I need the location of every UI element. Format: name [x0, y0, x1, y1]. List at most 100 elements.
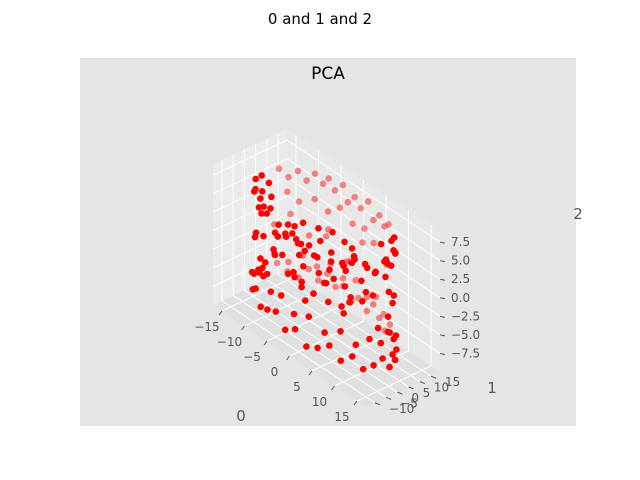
z-tick-mark [439, 334, 446, 337]
data-point [363, 307, 371, 315]
data-point [385, 288, 393, 296]
data-point [359, 365, 367, 373]
data-point [314, 344, 321, 352]
x-tick-label: −15 [194, 320, 219, 334]
data-point [268, 193, 275, 201]
data-point [291, 273, 298, 281]
data-point [305, 232, 313, 239]
data-point [369, 301, 377, 308]
data-point [291, 223, 298, 230]
data-point [392, 332, 400, 339]
grid-line-x [311, 195, 387, 372]
data-point [315, 225, 322, 232]
y-tick-mark [374, 402, 381, 406]
data-point [295, 198, 303, 205]
data-point [328, 249, 335, 256]
data-point [252, 285, 259, 292]
data-point [339, 275, 347, 282]
data-point [341, 238, 348, 246]
tick-marks [218, 241, 446, 406]
z-tick-mark [439, 352, 446, 355]
grid-line-y [221, 159, 376, 404]
data-point [310, 290, 317, 297]
data-point [311, 195, 319, 203]
data-point [305, 242, 313, 249]
z-tick-label: −5.0 [451, 328, 480, 342]
data-point [338, 303, 345, 310]
data-point [310, 252, 318, 259]
data-point [387, 262, 395, 270]
data-point [262, 259, 269, 266]
data-point [287, 210, 294, 218]
data-point [252, 175, 259, 183]
x-tick-mark [353, 400, 358, 406]
data-point [284, 221, 292, 228]
data-point [313, 263, 321, 270]
data-point [301, 297, 309, 304]
x-tick-mark [241, 325, 245, 331]
data-point [327, 258, 335, 265]
data-point [305, 265, 312, 273]
data-point [342, 267, 350, 275]
data-point [348, 353, 356, 360]
data-point [279, 251, 286, 259]
x-tick-label: 10 [312, 395, 327, 409]
x-tick-mark [331, 385, 335, 391]
data-point [270, 246, 277, 253]
y-tick-mark [408, 386, 414, 390]
x-tick-mark [218, 310, 223, 316]
data-point [271, 229, 279, 236]
data-point [315, 277, 322, 284]
y-tick-mark [397, 391, 403, 395]
data-point [352, 276, 360, 284]
scatter-points [248, 165, 400, 373]
z-tick-label: 5.0 [451, 254, 470, 268]
data-point [326, 266, 333, 274]
z-tick-label: 0.0 [451, 291, 470, 305]
data-point [282, 233, 290, 240]
data-point [381, 223, 388, 230]
data-point [255, 204, 263, 211]
data-point [389, 299, 396, 307]
grid-line-x [289, 180, 364, 357]
data-point [339, 181, 347, 189]
data-point [372, 268, 379, 276]
figure-suptitle: 0 and 1 and 2 [268, 10, 372, 28]
data-point [257, 195, 264, 202]
data-point [252, 229, 260, 236]
data-point [350, 252, 358, 260]
data-point [370, 216, 377, 224]
grid-line-z [212, 176, 441, 280]
data-point [384, 313, 392, 321]
data-point [295, 251, 303, 259]
data-point [275, 165, 283, 172]
data-point [321, 329, 328, 336]
data-point [325, 298, 332, 306]
data-point [385, 221, 392, 228]
data-point [285, 258, 292, 266]
data-point [267, 205, 274, 212]
data-point [364, 198, 372, 205]
data-point [390, 234, 398, 241]
data-point [351, 193, 359, 201]
x-tick-label: −10 [217, 335, 242, 349]
z-tick-mark [439, 297, 446, 300]
grid-line-y [243, 149, 398, 393]
data-point [291, 325, 299, 333]
data-point [361, 225, 368, 232]
z-axis-label: 2 [573, 205, 583, 223]
x-axis-label: 0 [236, 407, 246, 425]
data-point [386, 363, 393, 371]
data-point [319, 180, 327, 187]
data-point [294, 240, 302, 247]
data-point [301, 247, 309, 255]
z-tick-mark [439, 278, 446, 281]
data-point [324, 208, 332, 215]
y-tick-label: 5 [423, 386, 431, 400]
data-point [320, 279, 328, 287]
z-tick-label: 7.5 [451, 235, 470, 249]
data-point [336, 204, 344, 211]
data-point [393, 346, 400, 353]
